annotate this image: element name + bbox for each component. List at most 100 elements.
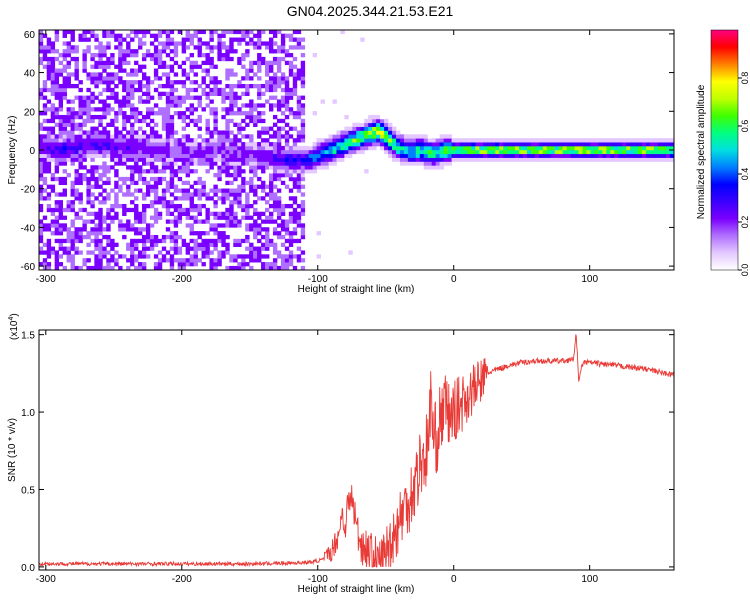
heatmap-cell <box>384 145 389 151</box>
heatmap-cell <box>54 227 60 232</box>
heatmap-cell <box>54 145 60 151</box>
heatmap-cell <box>205 138 210 143</box>
heatmap-cell <box>253 41 258 46</box>
heatmap-cell <box>74 246 79 251</box>
heatmap-cell <box>54 265 60 270</box>
heatmap-cell <box>495 138 500 143</box>
heatmap-cell <box>82 258 87 263</box>
heatmap-cell <box>265 242 270 247</box>
heatmap-cell <box>268 165 274 170</box>
heatmap-cell <box>201 87 206 93</box>
heatmap-cell <box>94 72 99 77</box>
heatmap-cell <box>62 145 67 151</box>
heatmap-cell <box>253 250 258 255</box>
heatmap-cell <box>205 91 210 97</box>
heatmap-cell <box>74 180 79 186</box>
heatmap-cell <box>70 180 75 186</box>
heatmap-cell <box>78 173 83 178</box>
heatmap-cell <box>241 203 246 209</box>
heatmap-cell <box>312 153 318 158</box>
heatmap-cell <box>296 30 302 35</box>
heatmap-cell <box>106 265 111 270</box>
heatmap-cell <box>173 87 179 93</box>
heatmap-cell <box>649 145 655 151</box>
heatmap-cell <box>177 138 183 143</box>
heatmap-cell <box>241 83 246 89</box>
heatmap-cell <box>141 227 147 232</box>
heatmap-cell <box>201 107 206 112</box>
heatmap-cell <box>169 254 175 259</box>
heatmap-cell <box>257 68 262 73</box>
heatmap-cell <box>126 227 131 232</box>
heatmap-cell <box>185 114 191 120</box>
heatmap-cell <box>62 68 67 73</box>
heatmap-cell <box>54 157 60 162</box>
heatmap-cell <box>62 76 67 81</box>
heatmap-cell <box>237 122 242 127</box>
heatmap-cell <box>130 30 135 35</box>
heatmap-cell <box>233 153 238 158</box>
heatmap-cell <box>249 184 254 189</box>
heatmap-cell <box>249 37 254 42</box>
heatmap-cell <box>165 91 171 97</box>
heatmap-cell <box>134 157 139 162</box>
heatmap-cell <box>221 91 226 97</box>
heatmap-cell <box>74 176 79 182</box>
heatmap-cell <box>106 238 111 244</box>
heatmap-cell <box>189 153 194 158</box>
heatmap-cell <box>118 134 123 139</box>
heatmap-cell <box>70 142 75 147</box>
heatmap-cell <box>110 33 115 38</box>
heatmap-cell <box>522 145 528 151</box>
heatmap-cell <box>114 114 119 120</box>
heatmap-cell <box>50 173 56 178</box>
heatmap-cell <box>646 142 651 147</box>
heatmap-cell <box>74 60 79 66</box>
heatmap-cell <box>268 60 274 66</box>
heatmap-cell <box>205 196 210 201</box>
heatmap-cell <box>284 142 290 147</box>
heatmap-cell <box>62 33 67 38</box>
heatmap-cell <box>94 242 99 247</box>
heatmap-cell <box>574 145 579 151</box>
heatmap-cell <box>122 161 127 166</box>
heatmap-cell <box>70 45 75 50</box>
heatmap-cell <box>94 107 99 112</box>
heatmap-cell <box>284 223 290 228</box>
heatmap-cell <box>272 49 278 54</box>
heatmap-cell <box>284 161 290 166</box>
heatmap-cell <box>42 83 48 89</box>
heatmap-cell <box>110 134 115 139</box>
heatmap-cell <box>217 215 222 220</box>
heatmap-cell <box>70 30 75 35</box>
heatmap-cell <box>39 192 44 197</box>
heatmap-cell <box>82 130 87 135</box>
heatmap-cell <box>515 142 520 147</box>
heatmap-cell <box>467 149 472 155</box>
heatmap-cell <box>169 149 175 155</box>
heatmap-cell <box>340 145 345 151</box>
heatmap-cell <box>106 87 111 93</box>
heatmap-cell <box>169 95 175 100</box>
heatmap-cell <box>594 138 599 143</box>
heatmap-cell <box>443 142 448 147</box>
heatmap-cell <box>324 153 329 158</box>
heatmap-cell <box>102 134 107 139</box>
heatmap-cell <box>54 72 60 77</box>
heatmap-cell <box>221 95 226 100</box>
heatmap-cell <box>62 188 67 193</box>
heatmap-cell <box>249 142 254 147</box>
heatmap-cell <box>649 138 655 143</box>
heatmap-cell <box>189 254 194 259</box>
heatmap-cell <box>62 41 67 46</box>
heatmap-cell <box>39 91 44 97</box>
heatmap-cell <box>66 122 71 127</box>
heatmap-cell <box>122 234 127 240</box>
heatmap-cell <box>284 227 290 232</box>
heatmap-cell <box>98 192 103 197</box>
heatmap-cell <box>205 68 210 73</box>
heatmap-cell <box>324 149 329 155</box>
heatmap-cell <box>463 153 468 158</box>
heatmap-cell <box>126 223 131 228</box>
